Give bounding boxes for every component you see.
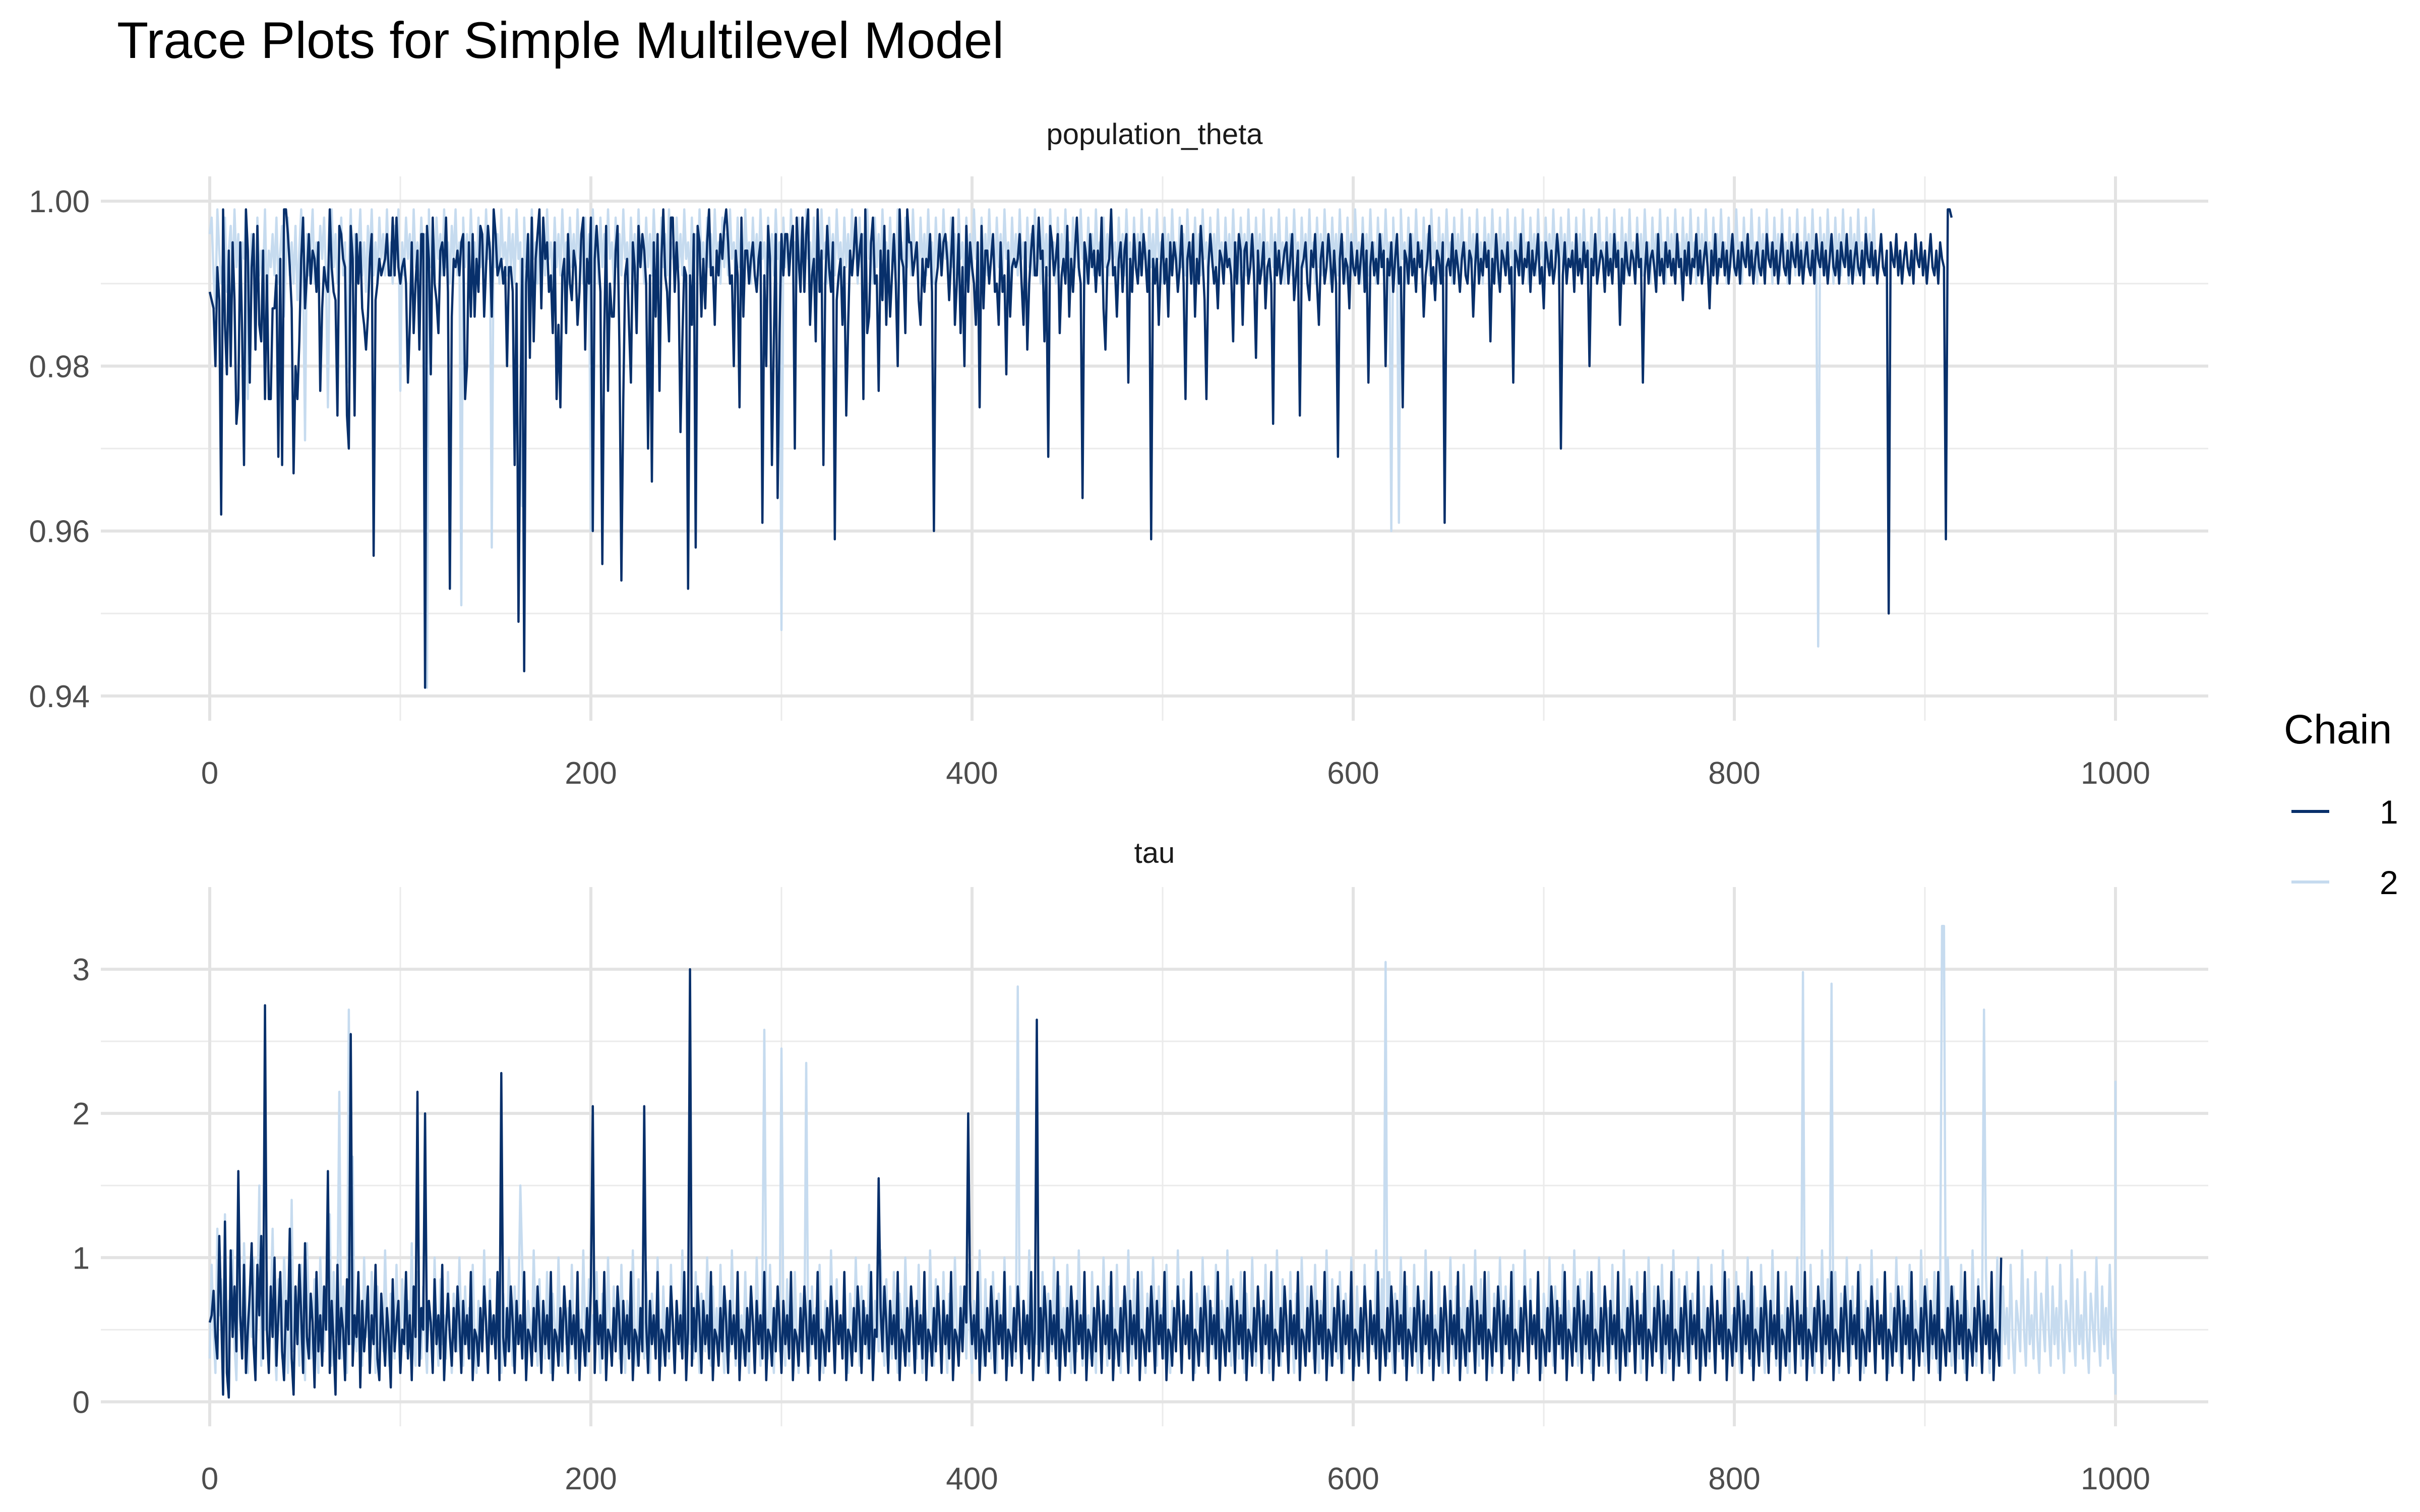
y-tick-label: 2 — [73, 1097, 90, 1131]
panel-tau: tau 0 1 2 3 0 200 400 600 800 1000 — [73, 837, 2208, 1496]
panel-population-theta: population_theta 0.94 0.96 0.98 1.00 0 200 400 6… — [29, 118, 2208, 791]
y-tick-label: 1 — [73, 1241, 90, 1276]
y-tick-label: 1.00 — [29, 184, 90, 219]
series-line-chain-1 — [208, 208, 1953, 689]
x-tick-label: 800 — [1708, 756, 1760, 791]
y-tick-label: 0 — [73, 1385, 90, 1420]
x-tick-label: 1000 — [2081, 1462, 2150, 1496]
x-tick-label: 0 — [201, 756, 218, 791]
y-tick-label: 3 — [73, 953, 90, 987]
panel-strip-label: tau — [1134, 837, 1175, 869]
x-tick-label: 600 — [1327, 1462, 1379, 1496]
y-tick-label: 0.98 — [29, 349, 90, 384]
legend-title: Chain — [2284, 707, 2392, 752]
x-tick-label: 200 — [565, 756, 617, 791]
legend-label: 1 — [2380, 793, 2398, 831]
x-tick-label: 400 — [946, 756, 998, 791]
panel-strip-label: population_theta — [1047, 118, 1263, 151]
x-tick-label: 1000 — [2081, 756, 2150, 791]
y-tick-label: 0.96 — [29, 515, 90, 549]
chart-title: Trace Plots for Simple Multilevel Model — [117, 12, 1004, 69]
x-tick-label: 0 — [201, 1462, 218, 1496]
x-tick-label: 800 — [1708, 1462, 1760, 1496]
x-tick-label: 200 — [565, 1462, 617, 1496]
x-tick-label: 600 — [1327, 756, 1379, 791]
x-tick-label: 400 — [946, 1462, 998, 1496]
legend-label: 2 — [2380, 864, 2398, 901]
legend: Chain 1 2 — [2284, 707, 2398, 901]
y-tick-label: 0.94 — [29, 679, 90, 714]
series-line-chain-1 — [208, 968, 2003, 1399]
